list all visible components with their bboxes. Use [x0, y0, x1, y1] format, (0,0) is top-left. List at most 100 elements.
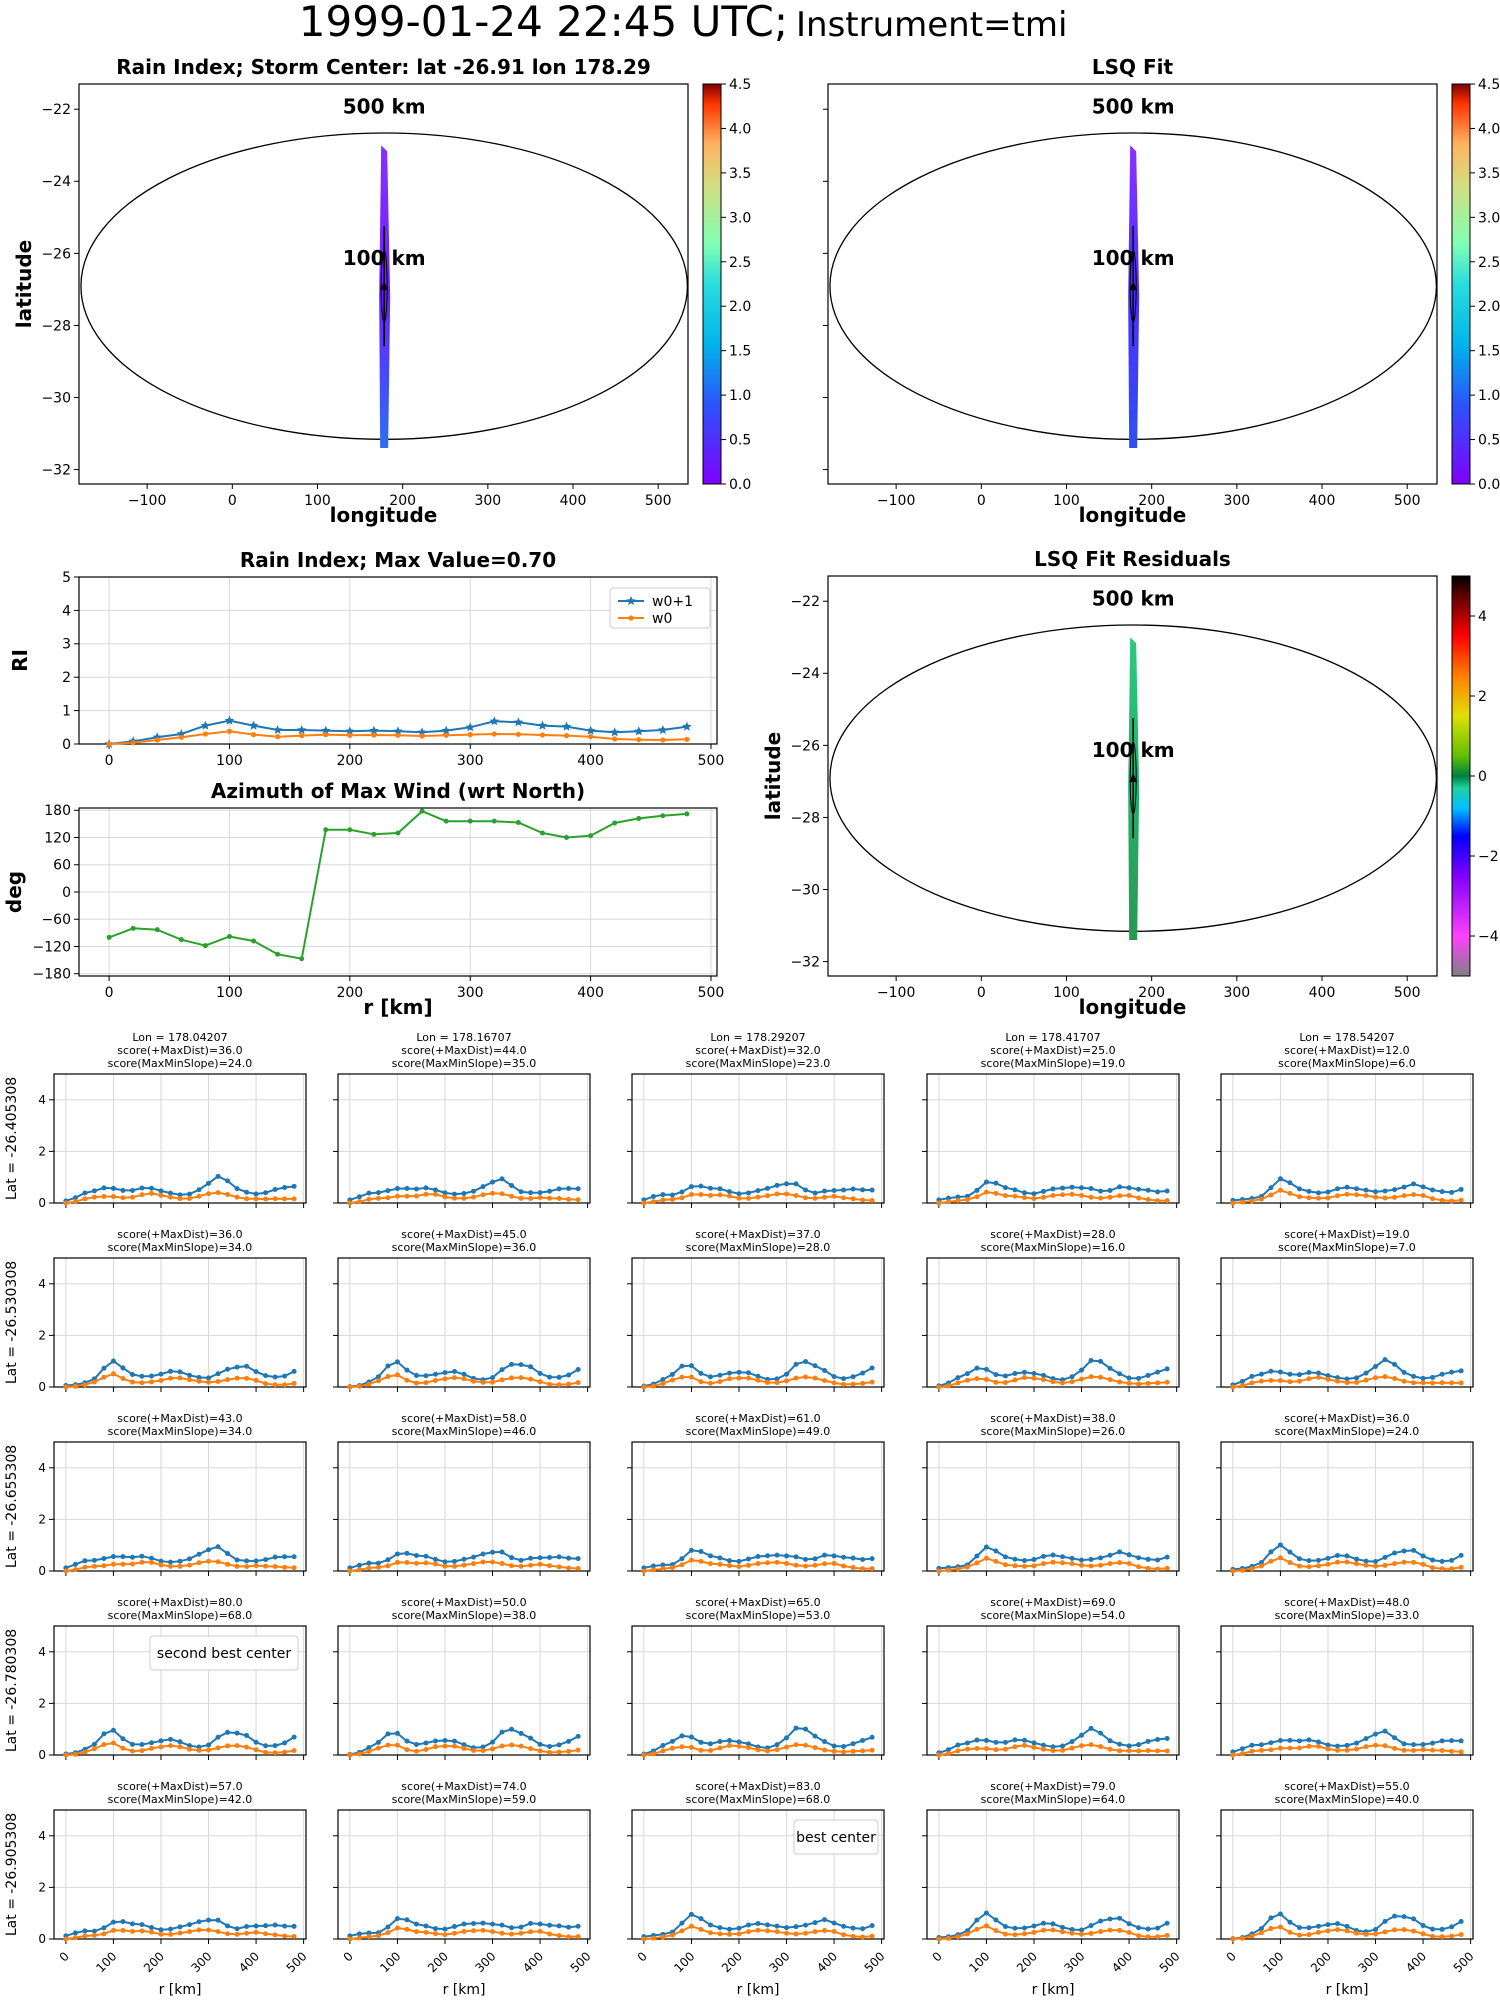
dot-marker — [148, 1559, 154, 1565]
dot-marker — [1277, 1542, 1283, 1548]
plot-frame — [78, 576, 718, 745]
dot-marker — [679, 1363, 685, 1369]
dot-marker — [394, 1551, 400, 1557]
dot-marker — [1392, 1376, 1398, 1382]
dot-marker — [993, 1180, 999, 1186]
score-maxminslope: score(MaxMinSlope)=59.0 — [392, 1793, 537, 1806]
dot-marker — [1145, 1197, 1151, 1203]
dot-marker — [688, 1557, 694, 1563]
dot-marker — [841, 1195, 847, 1201]
dot-marker — [765, 1553, 771, 1559]
dot-marker — [1060, 1554, 1066, 1560]
dot-marker — [120, 1554, 126, 1560]
dot-marker — [1382, 1357, 1388, 1363]
dot-marker — [167, 1926, 173, 1932]
dot-marker — [323, 827, 329, 833]
dot-marker — [490, 1921, 496, 1927]
dot-marker — [110, 1185, 116, 1191]
score-maxminslope: score(MaxMinSlope)=23.0 — [686, 1057, 831, 1070]
x-tick-label: 400 — [577, 985, 604, 1001]
storm-center-marker — [1129, 773, 1138, 783]
lon-label: Lon = 178.54207 — [1299, 1031, 1394, 1044]
dot-marker — [841, 1932, 847, 1938]
dot-marker — [1040, 1188, 1046, 1194]
dot-marker — [1088, 1930, 1094, 1936]
dot-marker — [537, 1190, 543, 1196]
dot-marker — [1145, 1738, 1151, 1744]
dot-marker — [272, 1922, 278, 1928]
dot-marker — [869, 1556, 875, 1562]
x-tick-label: 500 — [862, 1949, 888, 1975]
dot-marker — [413, 1373, 419, 1379]
dot-marker — [726, 1563, 732, 1569]
dot-marker — [423, 1380, 429, 1386]
dot-marker — [1117, 1915, 1123, 1921]
dot-marker — [1325, 1373, 1331, 1379]
dot-marker — [1392, 1187, 1398, 1193]
dot-marker — [822, 1928, 828, 1934]
dot-marker — [206, 1747, 212, 1753]
y-tick-label: −32 — [41, 462, 71, 478]
dot-marker — [120, 1187, 126, 1193]
dot-marker — [1411, 1373, 1417, 1379]
dot-marker — [196, 1551, 202, 1557]
dot-marker — [1420, 1931, 1426, 1937]
storm-center-marker — [380, 281, 389, 291]
dot-marker — [717, 1745, 723, 1751]
dot-marker — [215, 1929, 221, 1935]
dot-marker — [983, 1376, 989, 1382]
dot-marker — [518, 1743, 524, 1749]
dot-marker — [177, 1739, 183, 1745]
dot-marker — [1155, 1557, 1161, 1563]
dot-marker — [1117, 1560, 1123, 1566]
dot-marker — [736, 1558, 742, 1564]
dot-marker — [1155, 1198, 1161, 1204]
dot-marker — [196, 1919, 202, 1925]
dot-marker — [187, 1377, 193, 1383]
dot-marker — [490, 1375, 496, 1381]
dot-marker — [177, 1369, 183, 1375]
dot-marker — [263, 1557, 269, 1563]
dot-marker — [679, 1562, 685, 1568]
dot-marker — [1449, 1748, 1455, 1754]
dot-marker — [1420, 1192, 1426, 1198]
dot-marker — [1098, 1730, 1104, 1736]
dot-marker — [432, 1371, 438, 1377]
dot-marker — [499, 1729, 505, 1735]
dot-marker — [395, 830, 401, 836]
dot-marker — [1411, 1916, 1417, 1922]
dot-marker — [1050, 1744, 1056, 1750]
dot-marker — [793, 1725, 799, 1731]
dot-marker — [263, 1743, 269, 1749]
plot-frame — [337, 1809, 591, 1940]
dot-marker — [63, 1384, 69, 1390]
dot-marker — [1296, 1563, 1302, 1569]
dot-marker — [375, 1195, 381, 1201]
dot-marker — [253, 1377, 259, 1383]
dot-marker — [822, 1194, 828, 1200]
plot-frame — [337, 1441, 591, 1572]
dot-marker — [451, 1375, 457, 1381]
x-axis-label: r [km] — [159, 1982, 202, 1998]
x-tick-label: 200 — [336, 753, 363, 769]
dot-marker — [461, 1376, 467, 1382]
score-maxdist: score(+MaxDist)=65.0 — [695, 1596, 820, 1609]
dot-marker — [413, 1741, 419, 1747]
dot-marker — [698, 1183, 704, 1189]
dot-marker — [139, 1741, 145, 1747]
dot-marker — [993, 1558, 999, 1564]
dot-marker — [499, 1377, 505, 1383]
dot-marker — [1401, 1193, 1407, 1199]
dot-marker — [432, 1377, 438, 1383]
dot-marker — [812, 1733, 818, 1739]
dot-marker — [63, 1200, 69, 1206]
dot-marker — [1334, 1186, 1340, 1192]
dot-marker — [745, 1556, 751, 1562]
dot-marker — [831, 1920, 837, 1926]
dot-marker — [129, 1194, 135, 1200]
dot-marker — [650, 1194, 656, 1200]
dot-marker — [1040, 1377, 1046, 1383]
dot-marker — [167, 1559, 173, 1565]
dot-marker — [822, 1561, 828, 1567]
